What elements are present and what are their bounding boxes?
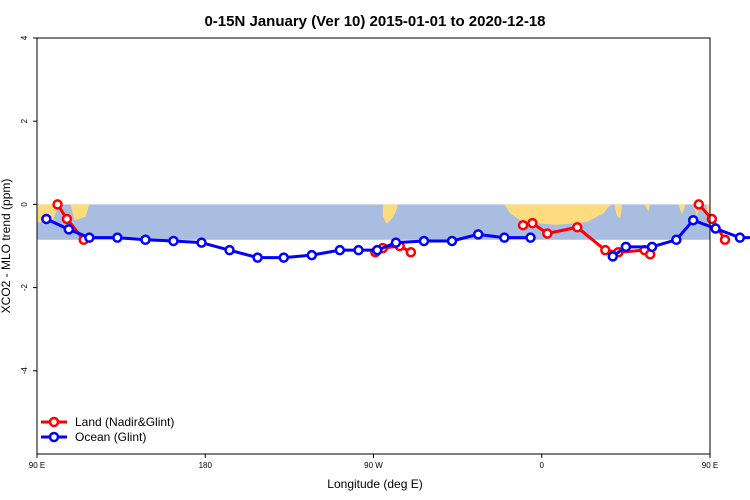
legend-marker-land [48, 416, 60, 428]
y-tick-label-3: -2 [20, 283, 29, 291]
land-mass-2 [70, 204, 90, 221]
land-point-2-2 [542, 228, 553, 239]
land-point-0-1 [61, 213, 73, 225]
ocean-line-1 [611, 218, 750, 258]
ocean-band [37, 204, 710, 240]
ocean-point-0-7 [224, 244, 235, 256]
land-point-2-1 [527, 217, 538, 229]
plot-frame [36, 37, 711, 455]
land-point-3-2 [719, 234, 731, 246]
ocean-point-1-6 [734, 232, 746, 243]
ocean-point-0-3 [112, 232, 123, 243]
land-mass-3 [382, 204, 398, 224]
ocean-point-0-9 [278, 252, 290, 263]
legend-label-ocean: Ocean (Glint) [75, 430, 146, 444]
y-tick-label-1: 2 [20, 118, 29, 123]
ocean-point-0-2 [84, 232, 95, 243]
ocean-point-0-6 [196, 237, 207, 248]
x-tick-label-0: 90 E [29, 461, 45, 470]
x-tick-label-3: 0 [540, 461, 545, 470]
ocean-point-0-15 [418, 235, 430, 247]
y-tick-label-2: 0 [20, 202, 29, 207]
ocean-point-0-16 [446, 235, 458, 247]
land-mass-6 [644, 204, 651, 212]
ocean-point-1-3 [671, 234, 682, 246]
land-point-3-0 [693, 199, 705, 210]
land-point-2-0 [517, 219, 529, 231]
y-axis-label: XCO2 - MLO trend (ppm) [0, 179, 13, 314]
x-tick-label-1: 180 [199, 461, 213, 470]
land-point-0-0 [52, 199, 63, 210]
ocean-point-0-19 [525, 232, 536, 243]
ocean-point-1-2 [646, 241, 658, 253]
ocean-point-0-18 [499, 232, 510, 243]
ocean-point-0-17 [472, 229, 484, 240]
legend: Land (Nadir&Glint) Ocean (Glint) [41, 415, 174, 444]
ocean-point-0-4 [140, 234, 151, 246]
land-point-2-3 [572, 222, 583, 233]
series-layer [41, 199, 750, 263]
ocean-point-0-13 [371, 244, 383, 256]
land-point-2-4 [600, 244, 611, 256]
y-tick-label-0: 4 [20, 35, 29, 40]
land-point-3-1 [706, 213, 718, 225]
x-tick-label-2: 90 W [364, 461, 383, 470]
ocean-point-1-0 [607, 251, 619, 262]
legend-label-land: Land (Nadir&Glint) [75, 415, 174, 429]
ocean-point-0-14 [390, 237, 402, 248]
ocean-point-0-12 [353, 244, 364, 256]
x-tick-label-4: 90 E [702, 461, 718, 470]
y-tick-label-4: -4 [20, 367, 29, 375]
ocean-point-1-1 [620, 241, 632, 253]
band-layer [37, 204, 710, 240]
chart-title: 0-15N January (Ver 10) 2015-01-01 to 202… [204, 13, 545, 30]
ocean-point-1-5 [710, 223, 721, 234]
x-axis-label: Longitude (deg E) [327, 477, 422, 491]
ocean-point-0-1 [63, 224, 75, 235]
tick-layer: 90 E 180 90 W 0 90 E 4 2 0 -2 -4 [20, 35, 718, 470]
ocean-point-0-0 [41, 213, 52, 225]
land-mass-5 [614, 204, 623, 219]
ocean-point-0-5 [168, 235, 179, 247]
land-point-1-3 [405, 246, 417, 258]
ocean-point-0-10 [306, 249, 318, 261]
ocean-point-1-4 [687, 214, 699, 226]
ocean-point-0-11 [334, 244, 346, 256]
legend-marker-ocean [48, 431, 60, 443]
land-mass-7 [678, 204, 686, 215]
ocean-point-0-8 [252, 252, 263, 263]
